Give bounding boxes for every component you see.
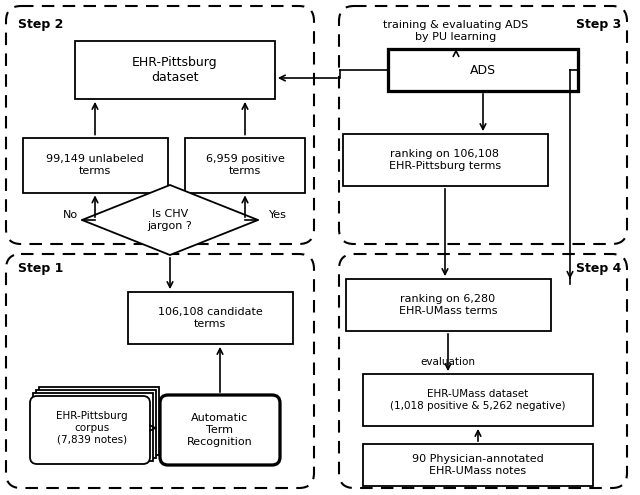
FancyBboxPatch shape [30,396,150,464]
Text: training & evaluating ADS
by PU learning: training & evaluating ADS by PU learning [383,20,529,42]
Bar [75,41,275,99]
Text: No: No [63,210,77,220]
Text: EHR-UMass dataset
(1,018 positive & 5,262 negative): EHR-UMass dataset (1,018 positive & 5,26… [390,389,566,411]
Text: evaluation: evaluation [420,357,475,367]
Text: Step 2: Step 2 [18,18,63,31]
Text: ADS: ADS [470,63,496,77]
Text: EHR-Pittsburg
dataset: EHR-Pittsburg dataset [132,56,218,84]
Bar [185,138,305,193]
Bar [388,49,578,91]
Bar [363,444,593,486]
Text: ranking on 6,280
EHR-UMass terms: ranking on 6,280 EHR-UMass terms [399,294,497,316]
Bar [346,279,550,331]
Bar [342,134,547,186]
Text: Automatic
Term
Recognition: Automatic Term Recognition [187,413,253,446]
FancyBboxPatch shape [33,393,153,461]
Text: Is CHV
jargon ?: Is CHV jargon ? [148,209,193,231]
Bar [363,374,593,426]
Text: Step 1: Step 1 [18,262,63,275]
Text: EHR-Pittsburg
corpus
(7,839 notes): EHR-Pittsburg corpus (7,839 notes) [56,411,128,445]
Text: ranking on 106,108
EHR-Pittsburg terms: ranking on 106,108 EHR-Pittsburg terms [389,149,501,171]
Text: Step 3: Step 3 [576,18,621,31]
Text: 106,108 candidate
terms: 106,108 candidate terms [157,307,262,329]
Bar [127,292,292,344]
Text: Step 4: Step 4 [576,262,621,275]
Text: 6,959 positive
terms: 6,959 positive terms [205,154,284,176]
Text: 90 Physician-annotated
EHR-UMass notes: 90 Physician-annotated EHR-UMass notes [412,454,544,476]
Text: Yes: Yes [269,210,287,220]
Polygon shape [82,185,258,255]
Bar [22,138,168,193]
FancyBboxPatch shape [160,395,280,465]
FancyBboxPatch shape [36,390,156,458]
Text: 99,149 unlabeled
terms: 99,149 unlabeled terms [46,154,144,176]
FancyBboxPatch shape [39,387,159,455]
